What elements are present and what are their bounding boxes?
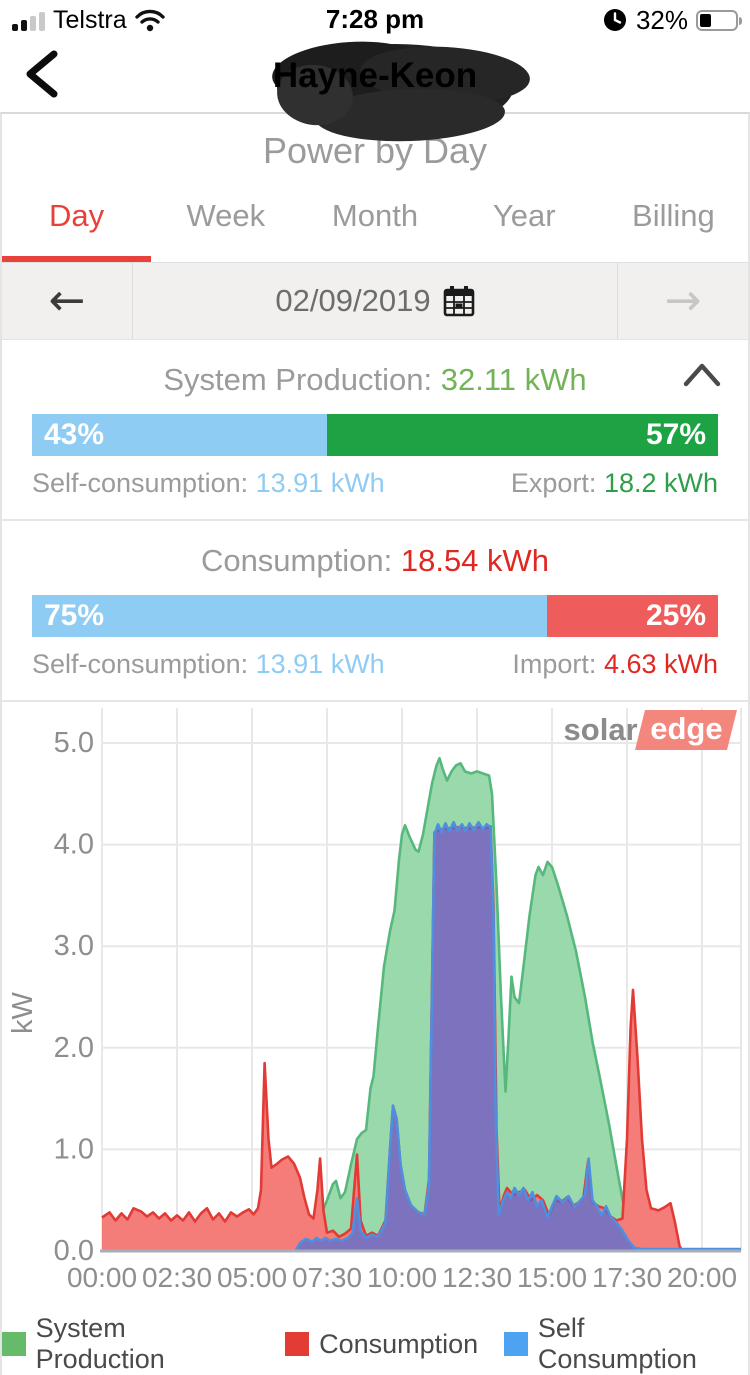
- tab-week[interactable]: Week: [186, 198, 266, 233]
- svg-text:05:00: 05:00: [217, 1262, 287, 1293]
- production-summary: System Production: 32.11 kWh 43% 57% Sel…: [2, 340, 748, 521]
- production-split-bar: 43% 57%: [32, 414, 718, 456]
- svg-text:0.0: 0.0: [54, 1235, 94, 1267]
- legend-consumption: Consumption: [285, 1329, 478, 1360]
- tab-billing[interactable]: Billing: [632, 198, 715, 233]
- svg-text:2.0: 2.0: [54, 1032, 94, 1064]
- production-heading: System Production: 32.11 kWh: [163, 362, 587, 397]
- date-navigator: ← 02/09/2019 →: [2, 262, 748, 340]
- cellular-signal-icon: [12, 9, 45, 31]
- wifi-icon: [134, 9, 165, 32]
- svg-text:20:00: 20:00: [667, 1262, 737, 1293]
- left-arrow-icon: ←: [48, 275, 86, 326]
- svg-text:07:30: 07:30: [292, 1262, 362, 1293]
- svg-text:1.0: 1.0: [54, 1133, 94, 1165]
- legend-self-consumption-swatch: [504, 1332, 528, 1356]
- current-date: 02/09/2019: [275, 283, 431, 318]
- previous-day-button[interactable]: ←: [2, 263, 133, 339]
- alarm-clock-icon: [603, 9, 626, 31]
- production-export-label: Export: 18.2 kWh: [510, 468, 718, 498]
- production-value: 32.11 kWh: [440, 362, 587, 397]
- consumption-heading: Consumption: 18.54 kWh: [200, 543, 550, 578]
- production-self-segment: 43%: [32, 414, 327, 456]
- tab-year[interactable]: Year: [492, 198, 556, 233]
- consumption-import-segment: 25%: [546, 595, 718, 637]
- svg-text:00:00: 00:00: [67, 1262, 137, 1293]
- chart-legend: System Production Consumption Self Consu…: [2, 1313, 748, 1375]
- carrier-label: Telstra: [53, 5, 127, 34]
- battery-percentage: 32%: [635, 4, 688, 35]
- svg-text:17:30: 17:30: [592, 1262, 662, 1293]
- consumption-split-bar: 75% 25%: [32, 595, 718, 637]
- svg-text:12:30: 12:30: [442, 1262, 512, 1293]
- clock-time: 7:28 pm: [325, 4, 425, 34]
- consumption-value: 18.54 kWh: [400, 543, 550, 578]
- tab-month[interactable]: Month: [331, 198, 419, 233]
- consumption-self-label: Self-consumption: 13.91 kWh: [32, 649, 385, 679]
- battery-icon: [696, 9, 742, 31]
- main-card: Power by Day Day Week Month Year Billing…: [0, 112, 750, 1375]
- date-picker[interactable]: 02/09/2019: [133, 263, 617, 339]
- svg-text:02:30: 02:30: [142, 1262, 212, 1293]
- production-export-segment: 57%: [326, 414, 718, 456]
- svg-text:kW: kW: [7, 991, 39, 1034]
- svg-text:3.0: 3.0: [54, 930, 94, 962]
- legend-self-consumption: Self Consumption: [504, 1313, 748, 1375]
- solaredge-logo: solar edge: [564, 710, 737, 750]
- svg-text:15:00: 15:00: [517, 1262, 587, 1293]
- tab-day[interactable]: Day: [2, 198, 152, 262]
- consumption-import-label: Import: 4.63 kWh: [512, 649, 718, 679]
- collapse-chevron-up-icon[interactable]: [680, 358, 724, 392]
- production-self-label: Self-consumption: 13.91 kWh: [32, 468, 385, 498]
- legend-consumption-swatch: [285, 1332, 310, 1356]
- consumption-summary: Consumption: 18.54 kWh 75% 25% Self-cons…: [2, 521, 748, 702]
- right-arrow-icon: →: [664, 275, 702, 326]
- back-button[interactable]: [18, 48, 66, 100]
- nav-header: Hayne-Keon: [0, 38, 750, 142]
- power-chart-section: solar edge 0.0 1.0 2.0 3.0 4.0 5.0 kW 00:00 02:30…: [2, 702, 748, 1375]
- next-day-button[interactable]: →: [617, 263, 748, 339]
- period-tabs: Day Week Month Year Billing: [2, 198, 748, 262]
- svg-text:5.0: 5.0: [54, 727, 94, 759]
- redaction-scribble: [272, 41, 530, 142]
- power-area-chart[interactable]: 0.0 1.0 2.0 3.0 4.0 5.0 kW 00:00 02:30 05:00 07:30…: [2, 707, 750, 1306]
- status-bar: Telstra 7:28 pm 32%: [0, 0, 750, 38]
- svg-text:4.0: 4.0: [54, 829, 94, 861]
- calendar-icon: [443, 286, 474, 317]
- site-title: Hayne-Keon: [272, 56, 478, 95]
- svg-text:10:00: 10:00: [367, 1262, 437, 1293]
- legend-production: System Production: [2, 1313, 259, 1375]
- legend-production-swatch: [2, 1332, 26, 1356]
- consumption-self-segment: 75%: [32, 595, 547, 637]
